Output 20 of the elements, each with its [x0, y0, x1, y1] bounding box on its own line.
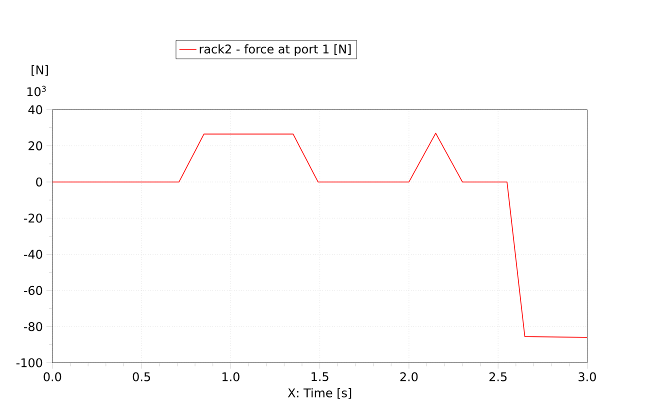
x-tick-label: 1.5 [312, 372, 328, 382]
legend-label: rack2 - force at port 1 [N] [200, 44, 351, 56]
x-tick-label: 3.0 [578, 372, 596, 382]
x-tick-label: 1.0 [222, 372, 240, 382]
y-axis-title: [N] [32, 65, 48, 76]
text: 10$^{3}$ [27, 86, 46, 96]
y-tick-label: 0 [36, 177, 42, 186]
x-tick-label: 0.5 [132, 372, 150, 382]
y-tick-label: -40 [24, 250, 42, 259]
x-tick-label: 0.0 [44, 372, 62, 382]
y-tick-label: -100 [16, 358, 42, 368]
y-tick-label: -20 [24, 214, 42, 223]
y-tick-label: 20 [28, 141, 42, 150]
line-series [52, 132, 588, 338]
x-tick-label: 2.0 [400, 372, 418, 382]
y-tick-label: 40 [28, 105, 42, 114]
y-tick-label: -60 [24, 286, 42, 295]
x-axis-title: X: Time [s] [288, 388, 352, 399]
x-tick-label: 2.5 [489, 372, 507, 382]
y-tick-label: -80 [24, 322, 42, 332]
